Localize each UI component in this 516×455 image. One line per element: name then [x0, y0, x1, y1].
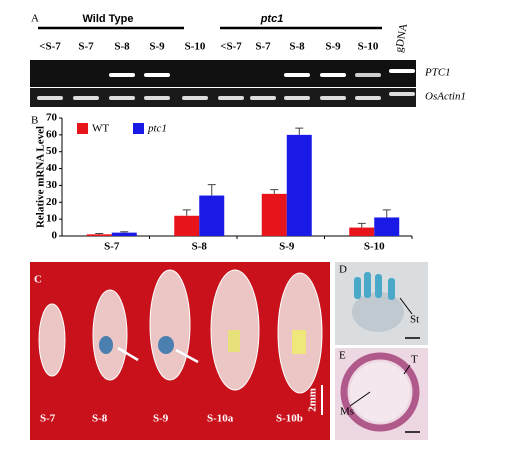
arrow: [117, 346, 139, 362]
bar: [86, 234, 112, 236]
legend-label: ptc1: [147, 123, 167, 135]
error-bar: [357, 222, 366, 228]
y-tick-label: 40: [46, 162, 58, 174]
arrow: [175, 348, 199, 364]
error-bar: [95, 232, 104, 235]
y-tick-label: 70: [46, 112, 58, 124]
gel-band: [218, 96, 244, 100]
gel-band: [355, 73, 381, 77]
x-tick-label: S-9: [279, 241, 295, 253]
arrow: [349, 391, 371, 407]
x-tick-label: S-8: [192, 241, 208, 253]
error-bar: [382, 209, 391, 218]
lane-label: S-7: [255, 41, 271, 53]
lane-label: S-7: [78, 41, 94, 53]
gel-band: [284, 73, 310, 77]
legend-swatch: [133, 123, 144, 134]
gel-band: [182, 96, 208, 100]
bar: [374, 217, 400, 236]
gel-band: [250, 96, 276, 100]
gel-band: [109, 73, 135, 77]
lane-label: S-10: [185, 41, 206, 53]
lane-label: <S-7: [39, 41, 61, 53]
group-label: Wild Type: [82, 13, 133, 25]
stage-label: S-9: [153, 413, 169, 425]
gel-band: [37, 96, 63, 100]
bar: [349, 227, 375, 236]
panel-label: A: [31, 13, 39, 25]
bar: [174, 215, 200, 236]
y-tick-label: 10: [46, 213, 58, 225]
lane-label: S-9: [325, 41, 341, 53]
error-bar: [270, 189, 279, 194]
lane-label: S-8: [289, 41, 305, 53]
y-axis-label: Relative mRNA Level: [35, 126, 47, 228]
lane-label: gDNA: [393, 22, 410, 53]
y-tick-label: 60: [46, 128, 58, 140]
stage-label: S-10b: [276, 413, 303, 425]
marker-label: St: [410, 314, 419, 326]
bar: [286, 134, 312, 236]
gel-band: [144, 73, 170, 77]
y-tick-label: 50: [46, 145, 58, 157]
bar: [111, 232, 137, 236]
error-bar: [207, 184, 216, 196]
tissue: [350, 362, 410, 422]
stage-label: S-10a: [207, 413, 234, 425]
x-tick-label: S-10: [364, 241, 385, 253]
scale-label: 2mm: [307, 388, 319, 412]
stain: [99, 336, 113, 354]
arrow: [403, 364, 411, 375]
row-label: PTC1: [424, 67, 451, 79]
error-bar: [295, 127, 304, 135]
arrow: [399, 297, 413, 315]
gel-band: [320, 96, 346, 100]
anther: [292, 330, 306, 354]
gel-band: [355, 96, 381, 100]
gel-band: [389, 92, 415, 96]
legend-label: WT: [92, 123, 109, 135]
bar: [199, 195, 225, 236]
stain: [158, 336, 174, 354]
anther: [228, 330, 240, 352]
y-tick-label: 20: [46, 196, 58, 208]
spikelets: [38, 269, 323, 394]
panel-label: C: [34, 274, 42, 286]
row-label: OsActin1: [425, 91, 466, 103]
gel-band: [73, 96, 99, 100]
lane-label: S-8: [114, 41, 130, 53]
legend-swatch: [77, 123, 88, 134]
panel-label: B: [31, 115, 38, 127]
x-tick-label: S-7: [104, 241, 120, 253]
gel-band: [144, 96, 170, 100]
gel-band: [320, 73, 346, 77]
gel-band: [389, 69, 415, 73]
y-tick-label: 30: [46, 179, 58, 191]
group-label: ptc1: [260, 13, 284, 25]
stage-label: S-7: [40, 413, 56, 425]
flower: [352, 292, 404, 332]
tissue: [340, 352, 420, 432]
gel-band: [109, 96, 135, 100]
stage-label: S-8: [92, 413, 108, 425]
lane-label: S-9: [149, 41, 165, 53]
lane-label: S-10: [358, 41, 379, 53]
gel: [30, 60, 416, 87]
panel-label: E: [339, 350, 346, 362]
anthers: [354, 272, 395, 300]
bar: [261, 193, 287, 236]
y-tick-label: 0: [52, 230, 58, 242]
error-bar: [120, 231, 129, 233]
error-bar: [182, 209, 191, 216]
gel-band: [284, 96, 310, 100]
marker-label: T: [411, 354, 418, 366]
marker-label: Ms: [340, 406, 354, 418]
lane-label: <S-7: [220, 41, 242, 53]
panel-label: D: [339, 264, 347, 276]
